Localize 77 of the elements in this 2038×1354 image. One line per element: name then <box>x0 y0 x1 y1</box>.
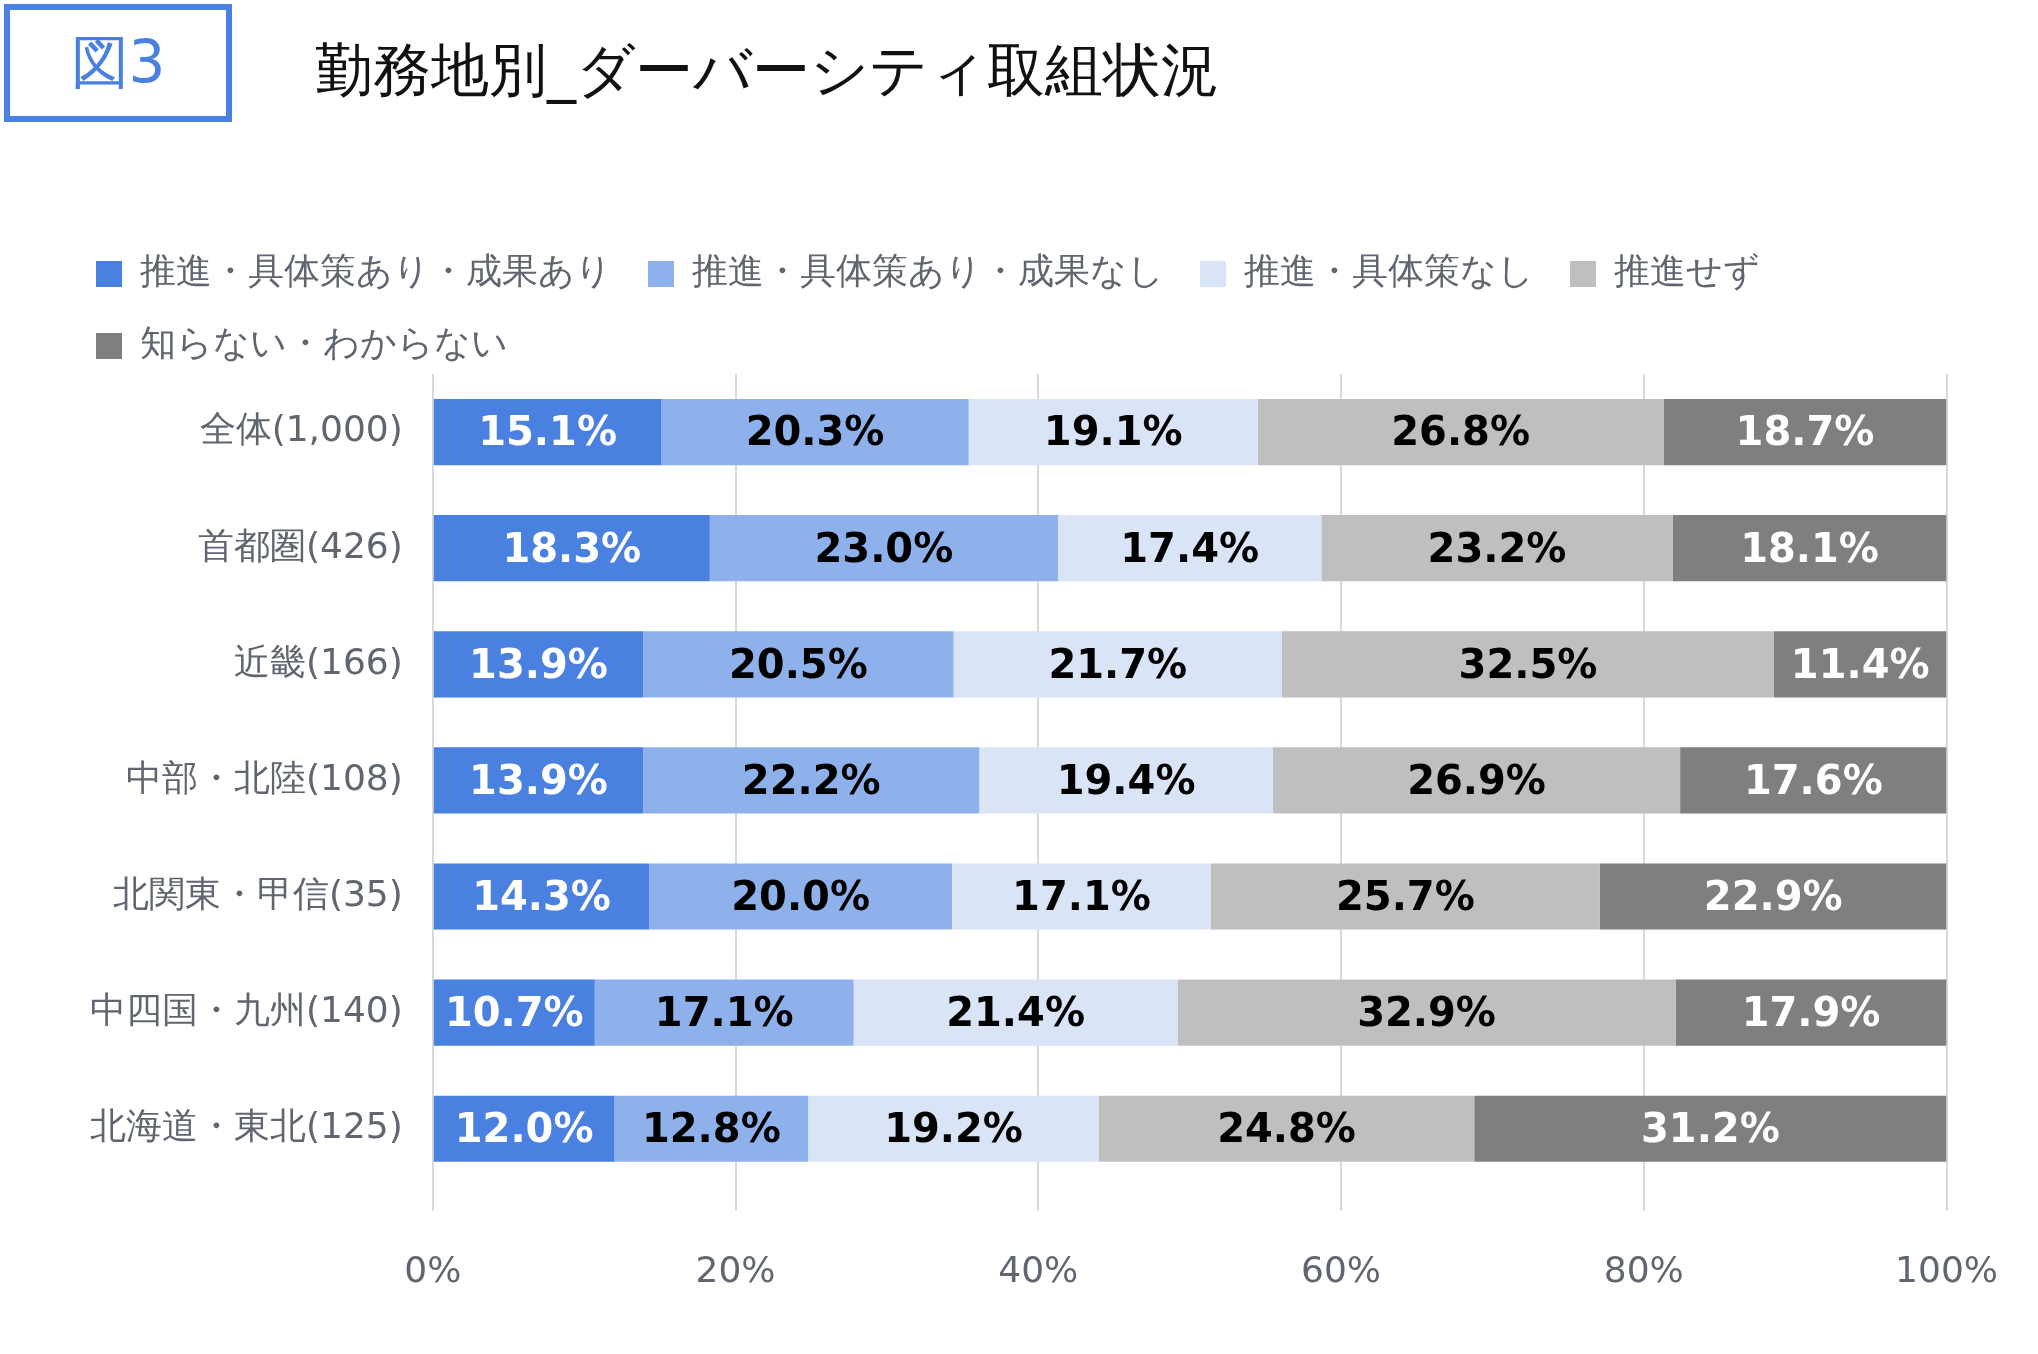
data-label: 13.9% <box>469 756 608 803</box>
x-tick-label: 20% <box>695 1248 776 1290</box>
data-label: 19.1% <box>1043 408 1183 455</box>
bar <box>808 1095 1099 1162</box>
data-label: 22.2% <box>741 756 881 803</box>
data-label: 18.7% <box>1735 408 1875 455</box>
y-tick-label: 近畿(166) <box>233 640 403 682</box>
bar <box>979 747 1273 814</box>
data-label: 25.7% <box>1335 872 1475 919</box>
data-label: 24.8% <box>1217 1105 1356 1152</box>
data-label: 26.9% <box>1407 756 1546 803</box>
data-label: 11.4% <box>1790 640 1930 687</box>
bar <box>1098 1095 1475 1162</box>
bar <box>1210 863 1600 930</box>
data-label: 20.0% <box>731 872 871 919</box>
data-label: 21.4% <box>946 989 1085 1036</box>
bar <box>1272 747 1681 814</box>
data-label: 32.9% <box>1357 989 1496 1036</box>
data-label: 22.9% <box>1703 872 1843 919</box>
data-label: 12.8% <box>641 1105 781 1152</box>
chart-title: 勤務地別_ダーバーシティ取組状況 <box>315 35 1219 106</box>
bar <box>661 398 969 466</box>
bar <box>594 979 854 1046</box>
bar <box>1321 515 1673 582</box>
bar <box>1282 631 1774 698</box>
x-tick-label: 40% <box>998 1248 1079 1290</box>
data-label: 20.3% <box>745 408 885 455</box>
bar <box>643 631 954 698</box>
bar <box>968 398 1258 466</box>
legend-label: 推進・具体策あり・成果あり <box>140 250 612 292</box>
data-label: 23.2% <box>1427 524 1567 571</box>
legend-label: 推進せず <box>1614 250 1760 292</box>
bar <box>1474 1095 1947 1162</box>
data-label: 13.9% <box>469 640 608 687</box>
data-label: 32.5% <box>1458 640 1598 687</box>
data-label: 18.1% <box>1740 524 1879 571</box>
bar <box>1663 398 1947 466</box>
x-tick-label: 80% <box>1603 1248 1684 1290</box>
bar <box>1599 863 1947 930</box>
legend-label: 知らない・わからない <box>140 322 508 364</box>
data-label: 17.4% <box>1120 524 1260 571</box>
y-tick-label: 北関東・甲信(35) <box>112 872 403 914</box>
data-label: 23.0% <box>814 524 954 571</box>
legend-label: 推進・具体策あり・成果なし <box>692 250 1164 292</box>
bar <box>709 515 1058 582</box>
y-tick-label: 首都圏(426) <box>197 524 403 566</box>
data-label: 17.6% <box>1743 756 1883 803</box>
data-label: 15.1% <box>478 408 617 455</box>
data-label: 31.2% <box>1641 1105 1780 1152</box>
y-tick-label: 北海道・東北(125) <box>89 1105 403 1147</box>
data-label: 14.3% <box>472 872 611 919</box>
data-label: 17.1% <box>654 989 794 1036</box>
data-label: 17.1% <box>1012 872 1151 919</box>
bar <box>853 979 1178 1046</box>
y-tick-label: 中部・北陸(108) <box>125 756 403 798</box>
x-tick-label: 100% <box>1895 1248 1998 1290</box>
y-tick-label: 全体(1,000) <box>199 408 403 450</box>
y-tick-label: 中四国・九州(140) <box>89 988 403 1030</box>
data-label: 19.2% <box>884 1105 1023 1152</box>
bar <box>1257 398 1664 466</box>
bar <box>953 631 1283 698</box>
data-label: 20.5% <box>728 640 868 687</box>
data-label: 10.7% <box>444 989 584 1036</box>
bar <box>649 863 953 930</box>
bar <box>1177 979 1676 1046</box>
x-tick-label: 0% <box>404 1248 462 1290</box>
x-tick-label: 60% <box>1301 1248 1382 1290</box>
data-label: 26.8% <box>1391 408 1531 455</box>
bar <box>952 863 1211 930</box>
data-label: 18.3% <box>502 524 642 571</box>
data-label: 17.9% <box>1741 989 1881 1036</box>
bar <box>643 747 980 814</box>
data-label: 19.4% <box>1056 756 1196 803</box>
caption: 図3 <box>4 4 232 122</box>
data-label: 21.7% <box>1048 640 1188 687</box>
data-label: 12.0% <box>454 1105 594 1152</box>
legend-label: 推進・具体策なし <box>1244 250 1534 292</box>
